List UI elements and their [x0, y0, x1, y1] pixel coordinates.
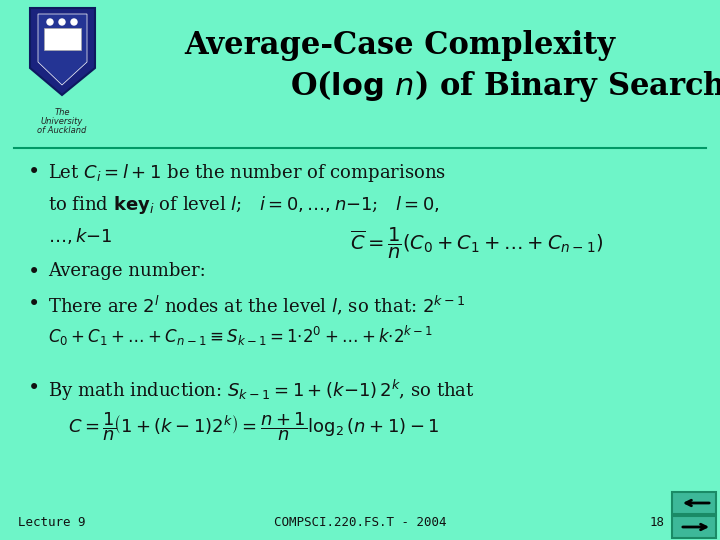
Text: 18: 18: [650, 516, 665, 529]
Text: $\ldots, k{-}1$: $\ldots, k{-}1$: [48, 226, 112, 246]
Text: to find $\mathbf{key}_i$ of level $l$;   $i = 0, \ldots, n{-}1$;   $l = 0,$: to find $\mathbf{key}_i$ of level $l$; $…: [48, 194, 440, 216]
Text: of Auckland: of Auckland: [37, 126, 86, 135]
Text: $\overline{C} = \dfrac{1}{n}(C_0 + C_1 + \ldots + C_{n-1})$: $\overline{C} = \dfrac{1}{n}(C_0 + C_1 +…: [350, 226, 603, 261]
Text: There are $2^l$ nodes at the level $l$, so that: $2^{k-1}$: There are $2^l$ nodes at the level $l$, …: [48, 294, 466, 318]
Circle shape: [71, 19, 77, 25]
Text: Average-Case Complexity: Average-Case Complexity: [184, 30, 616, 61]
Text: COMPSCI.220.FS.T - 2004: COMPSCI.220.FS.T - 2004: [274, 516, 446, 529]
FancyBboxPatch shape: [44, 28, 81, 50]
Text: O($\mathbf{log}$ $\mathit{n}$) of Binary Search: O($\mathbf{log}$ $\mathit{n}$) of Binary…: [290, 68, 720, 104]
Text: •: •: [28, 378, 40, 398]
Text: Let $C_i = l + 1$ be the number of comparisons: Let $C_i = l + 1$ be the number of compa…: [48, 162, 446, 184]
Polygon shape: [30, 8, 95, 95]
FancyBboxPatch shape: [672, 492, 716, 514]
Text: By math induction: $S_{k-1} = 1 + (k{-}1)\,2^k$, so that: By math induction: $S_{k-1} = 1 + (k{-}1…: [48, 378, 474, 403]
Text: $C_0 + C_1 + \ldots + C_{n-1} \equiv S_{k-1} = 1{\cdot}2^0 + \ldots + k{\cdot}2^: $C_0 + C_1 + \ldots + C_{n-1} \equiv S_{…: [48, 324, 433, 348]
Circle shape: [47, 19, 53, 25]
Text: Average number:: Average number:: [48, 262, 206, 280]
Text: •: •: [28, 262, 40, 282]
Text: •: •: [28, 162, 40, 182]
Polygon shape: [38, 14, 87, 85]
FancyBboxPatch shape: [672, 516, 716, 538]
Text: $C = \dfrac{1}{n}\!\left(1 + (k-1)2^k\right) = \dfrac{n+1}{n}\log_2(n+1) - 1$: $C = \dfrac{1}{n}\!\left(1 + (k-1)2^k\ri…: [68, 410, 439, 443]
Text: •: •: [28, 294, 40, 314]
Circle shape: [59, 19, 65, 25]
Text: Lecture 9: Lecture 9: [18, 516, 86, 529]
Text: The: The: [54, 108, 70, 117]
Text: University: University: [41, 117, 84, 126]
